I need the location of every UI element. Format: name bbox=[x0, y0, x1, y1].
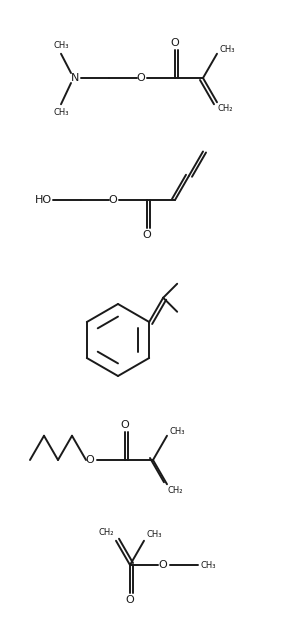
Text: CH₃: CH₃ bbox=[53, 41, 69, 50]
Text: O: O bbox=[137, 73, 145, 83]
Text: CH₂: CH₂ bbox=[98, 529, 114, 537]
Text: HO: HO bbox=[35, 195, 52, 205]
Text: N: N bbox=[71, 73, 79, 83]
Text: O: O bbox=[143, 230, 151, 240]
Text: CH₃: CH₃ bbox=[146, 530, 162, 539]
Text: O: O bbox=[86, 455, 94, 465]
Text: O: O bbox=[126, 595, 134, 605]
Text: CH₃: CH₃ bbox=[53, 108, 69, 116]
Text: CH₂: CH₂ bbox=[217, 104, 233, 113]
Text: O: O bbox=[159, 560, 167, 570]
Text: O: O bbox=[109, 195, 117, 205]
Text: CH₃: CH₃ bbox=[200, 560, 216, 570]
Text: CH₃: CH₃ bbox=[219, 45, 235, 54]
Text: O: O bbox=[171, 38, 179, 48]
Text: O: O bbox=[121, 420, 129, 430]
Text: CH₂: CH₂ bbox=[167, 486, 183, 495]
Text: CH₃: CH₃ bbox=[169, 427, 185, 436]
